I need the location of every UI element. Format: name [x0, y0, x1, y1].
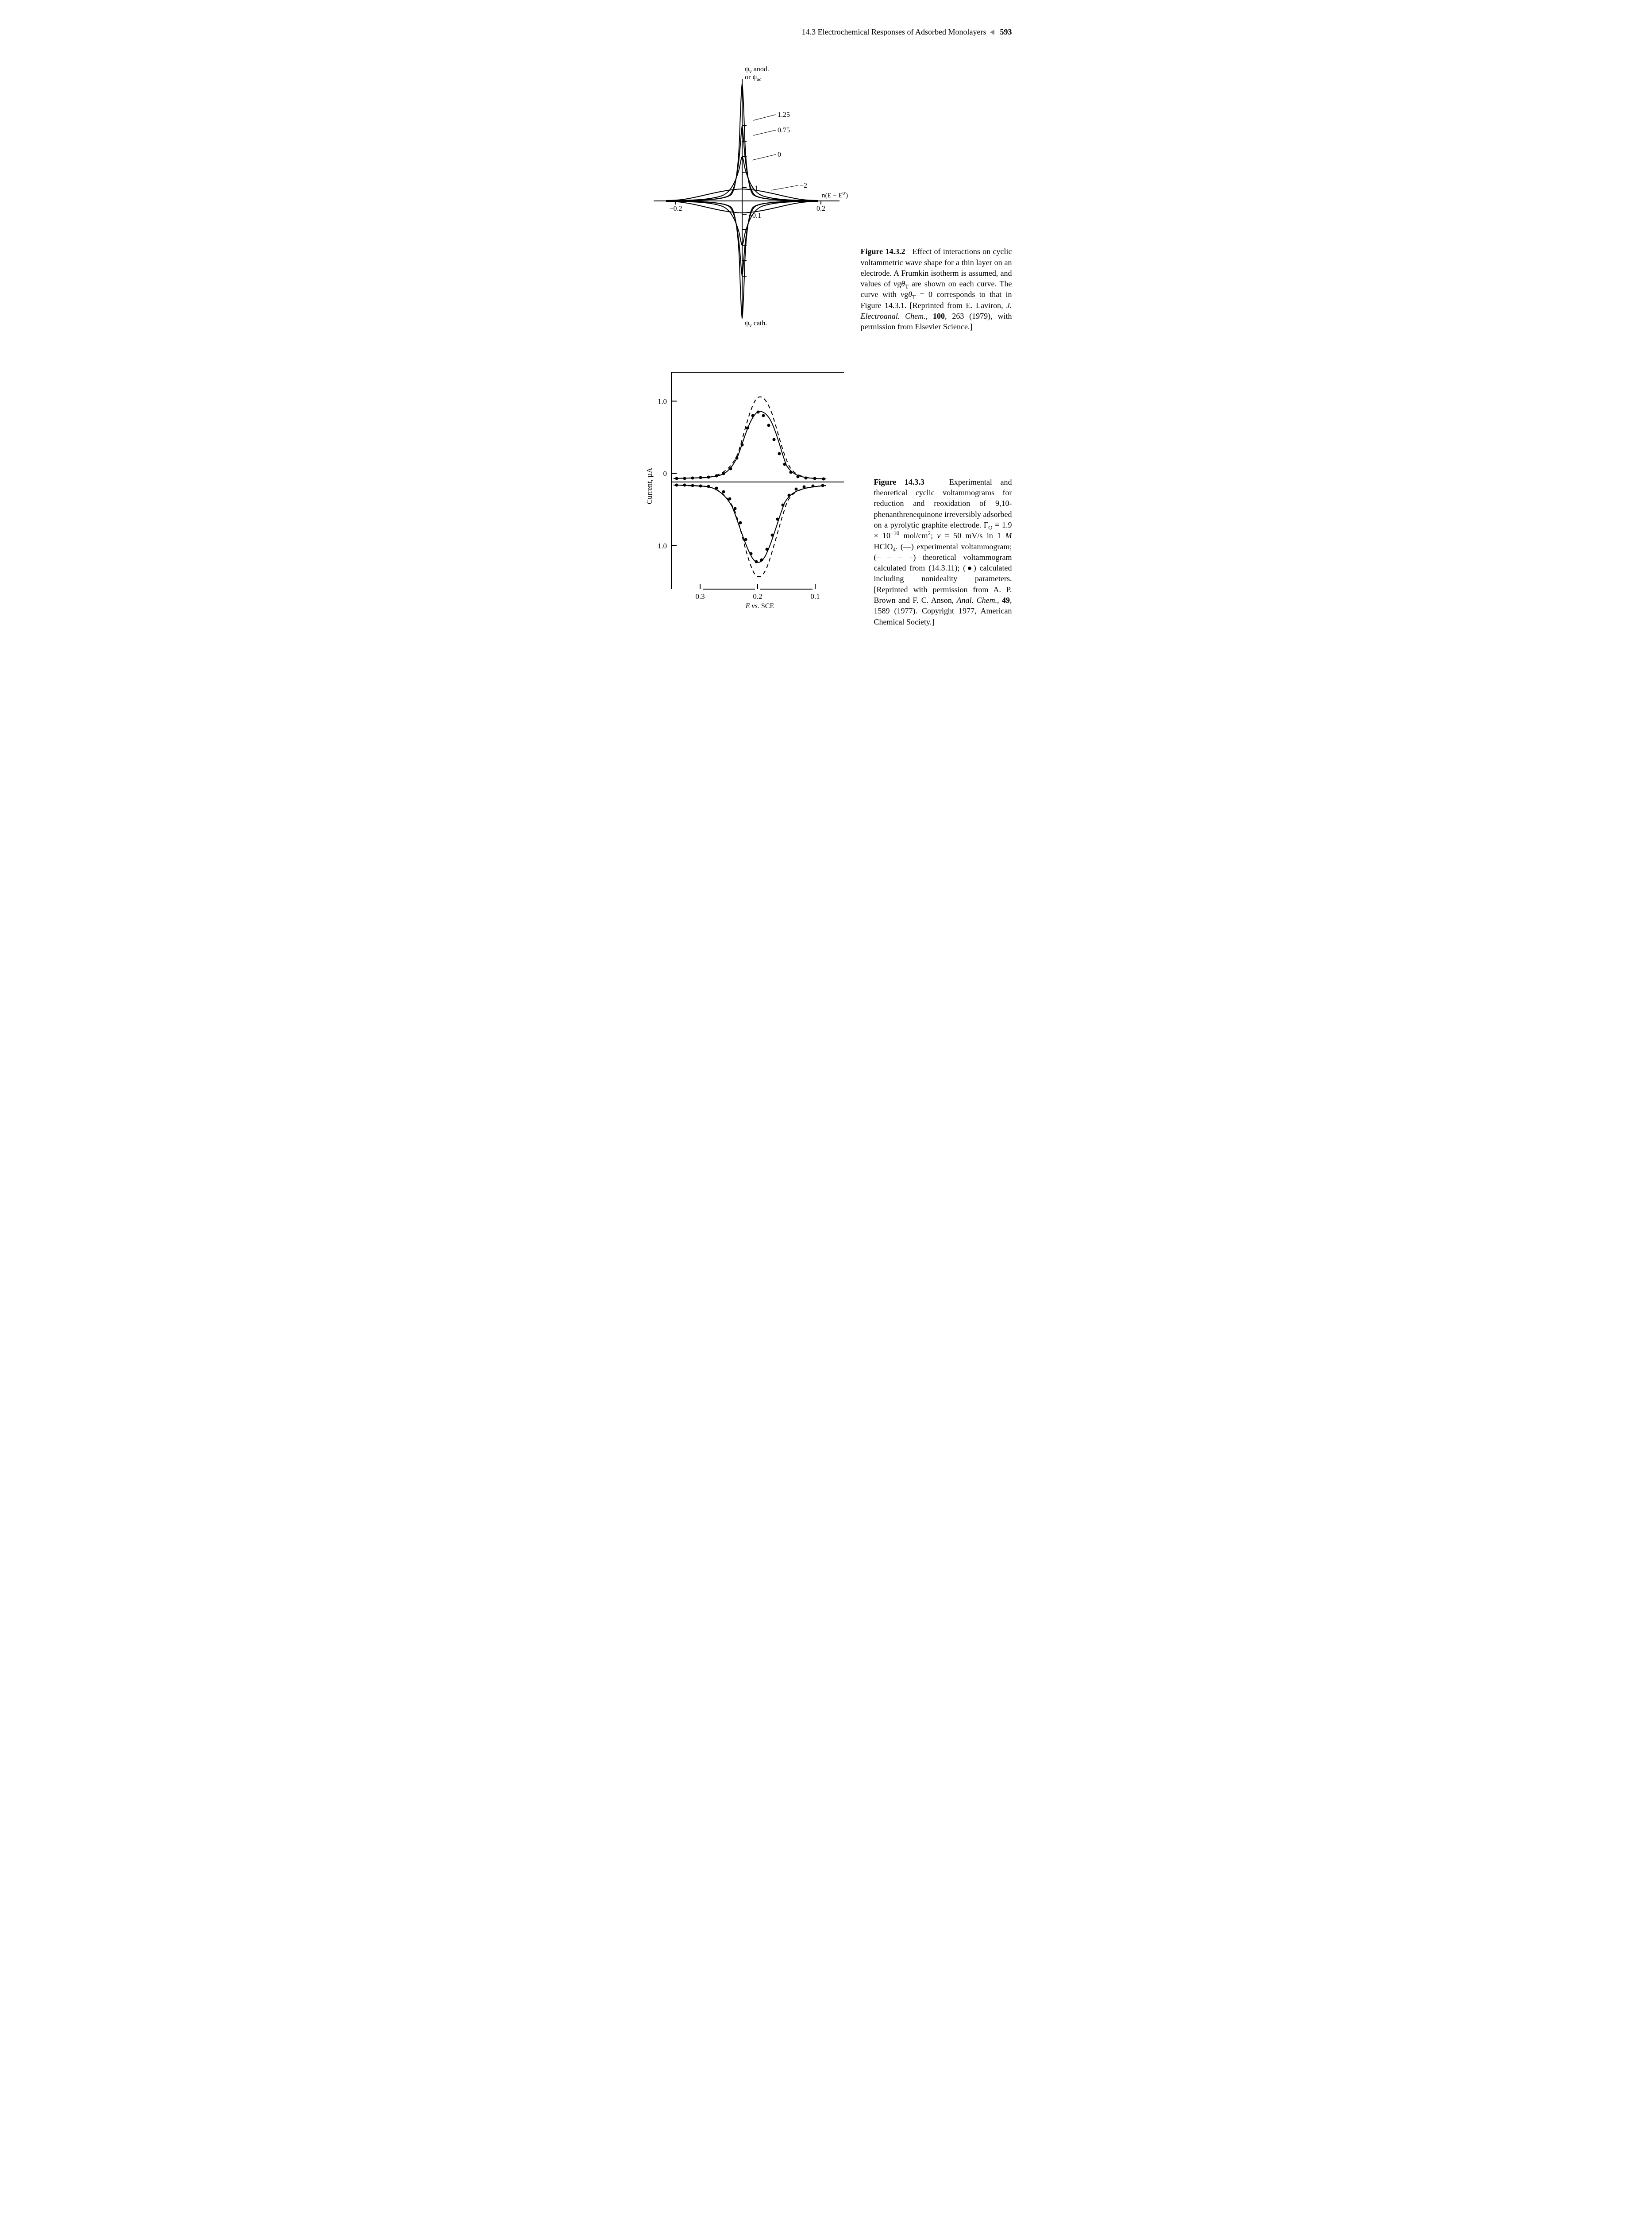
- header-marker-icon: [990, 30, 994, 35]
- svg-text:0.1: 0.1: [749, 185, 758, 192]
- svg-text:−2: −2: [800, 182, 807, 189]
- svg-text:0.2: 0.2: [753, 592, 762, 601]
- svg-text:0.1: 0.1: [810, 592, 820, 601]
- svg-text:−0.2: −0.2: [669, 205, 682, 212]
- fig1-svg: −0.20.20.1−0.1ψv anod.or ψacψv cath.n(E …: [640, 55, 848, 329]
- svg-text:−1.0: −1.0: [653, 542, 667, 550]
- svg-text:−0.1: −0.1: [748, 212, 761, 220]
- fig2-svg: 0.30.20.11.00−1.0Current, µAE vs. SCE: [640, 363, 862, 625]
- section-title: 14.3 Electrochemical Responses of Adsorb…: [802, 27, 986, 36]
- running-header: 14.3 Electrochemical Responses of Adsorb…: [640, 27, 1012, 37]
- svg-text:0.3: 0.3: [695, 592, 705, 601]
- svg-text:0.2: 0.2: [816, 205, 825, 212]
- figure-14-3-3: 0.30.20.11.00−1.0Current, µAE vs. SCE Fi…: [640, 363, 1012, 627]
- figure-14-3-2-plot: −0.20.20.1−0.1ψv anod.or ψacψv cath.n(E …: [640, 55, 848, 332]
- svg-text:Current, µA: Current, µA: [645, 467, 654, 504]
- figure-14-3-3-caption: Figure 14.3.3 Experimental and theoretic…: [874, 477, 1012, 627]
- figure-14-3-3-plot: 0.30.20.11.00−1.0Current, µAE vs. SCE: [640, 363, 862, 627]
- svg-text:0.75: 0.75: [778, 127, 790, 134]
- svg-text:0: 0: [663, 469, 667, 478]
- svg-text:0: 0: [778, 151, 781, 158]
- figure-14-3-2: −0.20.20.1−0.1ψv anod.or ψacψv cath.n(E …: [640, 55, 1012, 332]
- svg-text:1.0: 1.0: [657, 397, 666, 405]
- figure-14-3-2-caption: Figure 14.3.2 Effect of interactions on …: [861, 246, 1012, 332]
- svg-text:1.25: 1.25: [778, 111, 790, 119]
- page-number: 593: [1000, 27, 1012, 36]
